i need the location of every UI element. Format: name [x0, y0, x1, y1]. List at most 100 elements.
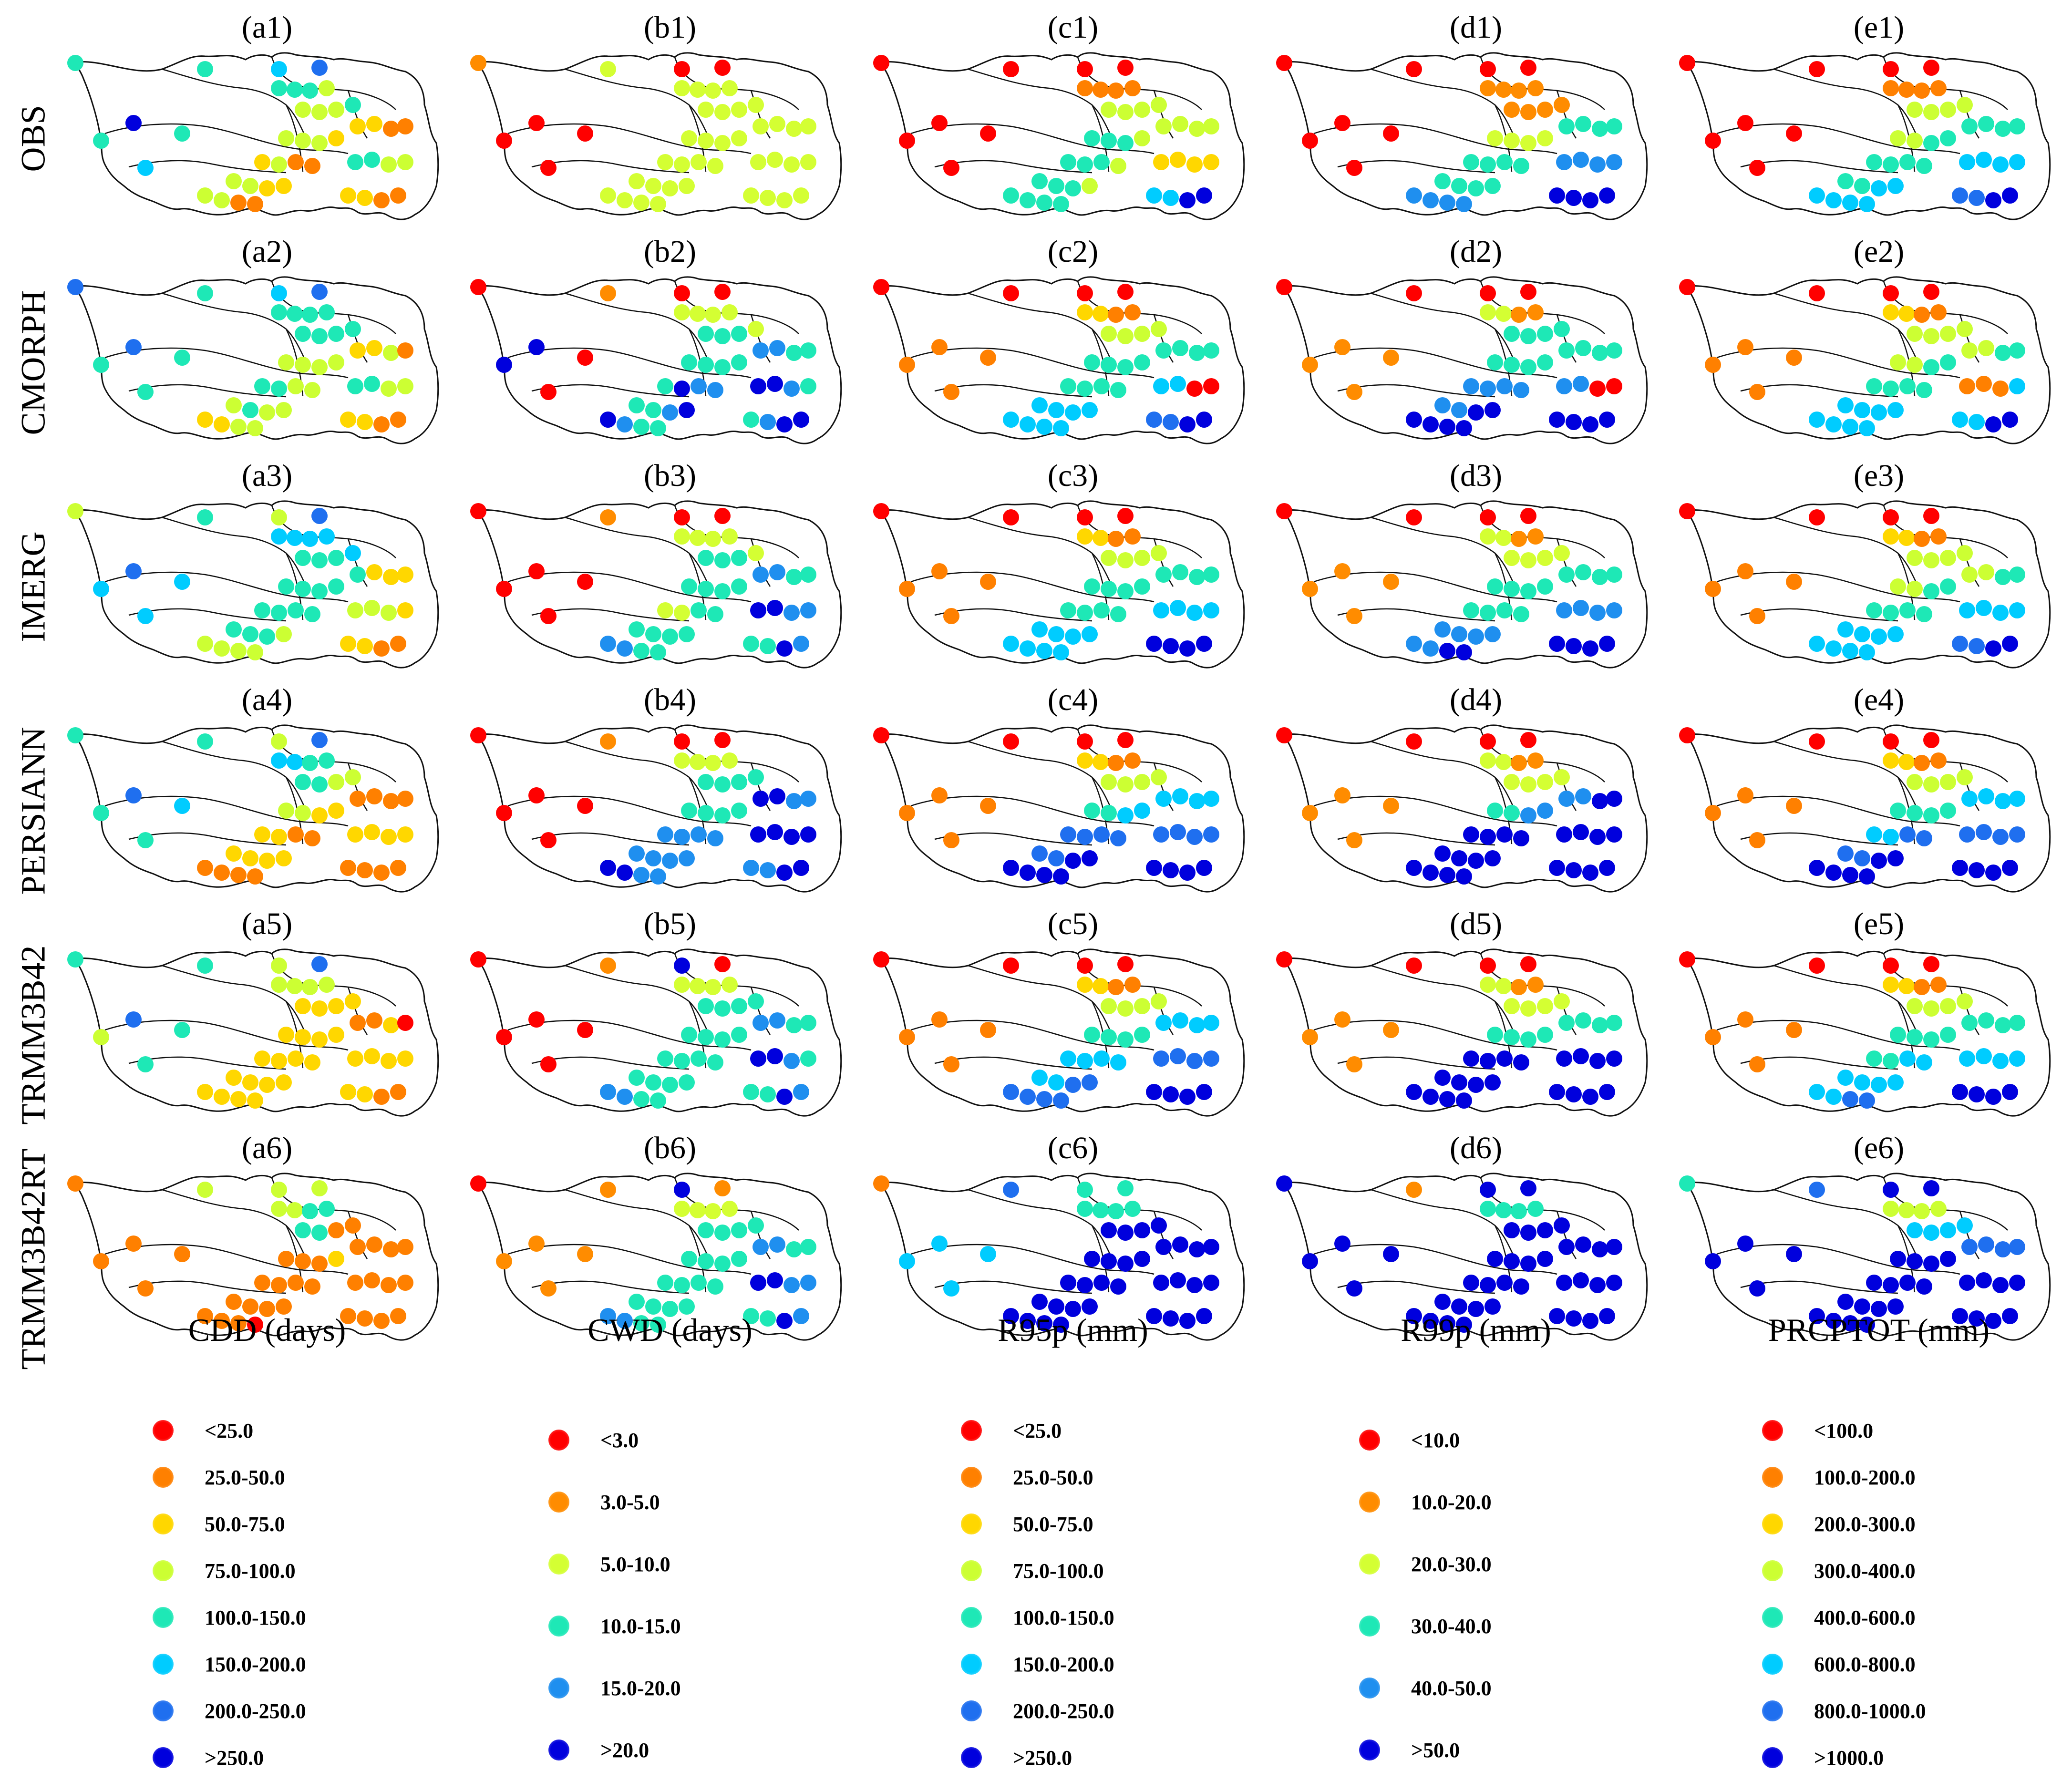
- station-marker: [2009, 826, 2025, 843]
- station-marker: [1554, 769, 1570, 785]
- station-marker: [1439, 195, 1455, 211]
- station-marker: [1468, 404, 1484, 421]
- station-marker: [1566, 638, 1582, 654]
- legend-swatch: [548, 1678, 569, 1699]
- station-marker: [1992, 605, 2009, 621]
- station-marker: [1084, 803, 1100, 819]
- station-marker: [1003, 61, 1019, 77]
- station-marker: [714, 135, 731, 151]
- legend-label: >50.0: [1411, 1738, 1460, 1762]
- station-marker: [1480, 61, 1496, 77]
- station-marker: [311, 583, 328, 599]
- station-marker: [1957, 769, 1973, 785]
- legend-item: 10.0-20.0: [1359, 1488, 1492, 1516]
- station-marker: [1537, 1251, 1553, 1267]
- basin-boundary: [1716, 123, 1960, 154]
- station-marker: [1134, 550, 1150, 566]
- station-marker: [381, 1053, 397, 1069]
- panel-label: (e4): [1853, 682, 1905, 717]
- station-marker: [1031, 1070, 1048, 1086]
- station-marker: [1916, 1054, 1932, 1071]
- station-marker: [577, 350, 593, 366]
- station-marker: [304, 382, 320, 398]
- station-marker: [311, 508, 328, 524]
- basin-boundary: [162, 1189, 306, 1257]
- station-marker: [470, 727, 486, 743]
- station-marker: [1468, 628, 1484, 645]
- station-marker: [645, 178, 661, 194]
- station-marker: [1036, 1315, 1052, 1331]
- legend-swatch: [961, 1420, 982, 1441]
- station-marker: [1077, 61, 1093, 77]
- station-marker: [650, 644, 666, 660]
- legend-swatch: [961, 1654, 982, 1675]
- station-marker: [1487, 578, 1503, 595]
- station-marker: [1959, 154, 1975, 170]
- station-marker: [1153, 1050, 1169, 1067]
- station-marker: [540, 1056, 557, 1072]
- legend-swatch: [1762, 1420, 1783, 1441]
- panel-label: (c1): [1047, 10, 1099, 45]
- station-marker: [328, 774, 344, 790]
- station-marker: [1189, 793, 1205, 809]
- station-marker: [470, 55, 486, 71]
- station-marker: [1859, 1317, 1875, 1333]
- station-marker: [600, 733, 616, 750]
- station-marker: [1866, 826, 1882, 843]
- station-marker: [629, 621, 645, 638]
- station-marker: [1887, 850, 1904, 866]
- basin-boundary: [128, 384, 287, 398]
- station-marker: [1898, 82, 1915, 98]
- station-marker: [1923, 776, 1939, 793]
- station-marker: [1077, 957, 1093, 974]
- station-marker: [674, 752, 690, 769]
- station-marker: [381, 1277, 397, 1293]
- station-marker: [1898, 754, 1915, 770]
- station-marker: [528, 787, 545, 803]
- station-marker: [1786, 798, 1802, 814]
- station-marker: [1837, 845, 1854, 862]
- station-marker: [1978, 116, 1994, 132]
- station-marker: [1003, 733, 1019, 750]
- station-marker: [347, 602, 363, 618]
- station-marker: [2009, 118, 2025, 134]
- station-marker: [743, 1084, 759, 1100]
- station-marker: [1737, 115, 1753, 131]
- station-marker: [714, 328, 731, 344]
- station-marker: [1705, 133, 1721, 149]
- legend-item: 200.0-250.0: [153, 1697, 306, 1725]
- basin-boundary: [104, 123, 349, 154]
- basin-boundary: [1773, 1189, 1918, 1257]
- station-marker: [600, 61, 616, 77]
- station-marker: [1916, 158, 1932, 174]
- station-marker: [1978, 788, 1994, 804]
- station-marker: [1899, 826, 1916, 843]
- station-marker: [1575, 1012, 1591, 1029]
- plateau-map: [67, 500, 439, 669]
- station-marker: [657, 154, 673, 170]
- station-marker: [1575, 564, 1591, 580]
- basin-boundary: [1337, 608, 1495, 622]
- legend-swatch: [153, 1467, 174, 1488]
- station-marker: [1480, 829, 1496, 845]
- station-marker: [1887, 626, 1904, 642]
- station-marker: [1334, 563, 1350, 579]
- station-marker: [1575, 788, 1591, 804]
- station-marker: [1558, 791, 1575, 807]
- station-marker: [1907, 357, 1923, 373]
- station-marker: [1117, 60, 1134, 76]
- station-marker: [1930, 304, 1947, 320]
- station-marker: [271, 528, 287, 545]
- station-marker: [1334, 1235, 1350, 1252]
- basin-boundary: [1313, 571, 1557, 603]
- station-marker: [345, 993, 361, 1009]
- station-marker: [1124, 1201, 1141, 1217]
- panel-label: (b4): [644, 682, 696, 717]
- station-marker: [698, 1253, 714, 1269]
- station-marker: [1189, 121, 1205, 137]
- station-marker: [645, 1298, 661, 1315]
- station-marker: [287, 754, 303, 770]
- basin-boundary: [104, 1244, 349, 1275]
- station-marker: [800, 1275, 816, 1291]
- plateau-map: [1276, 1173, 1648, 1341]
